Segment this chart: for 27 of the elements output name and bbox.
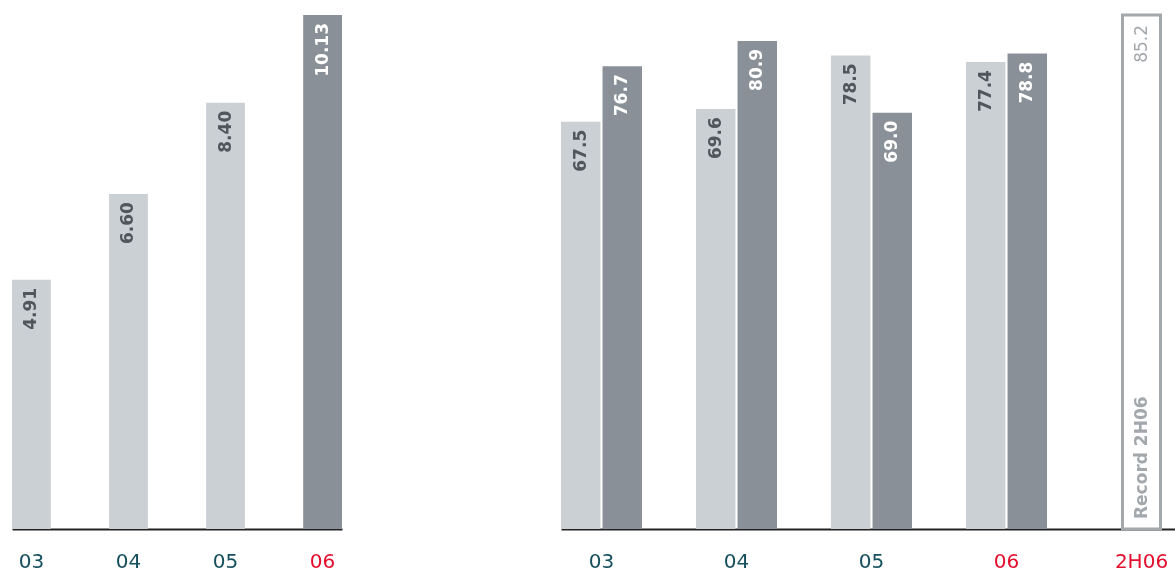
x-tick-label: 03 <box>588 548 615 573</box>
data-label: 6.60 <box>117 201 138 245</box>
bar <box>12 279 51 529</box>
annotation: Record 2H06 <box>1130 396 1151 519</box>
x-tick-label: 04 <box>723 548 750 573</box>
data-label: 69.6 <box>704 117 725 160</box>
data-label: 4.91 <box>20 287 41 330</box>
data-label: 10.13 <box>311 23 332 77</box>
data-label: 80.9 <box>746 48 767 91</box>
data-label: 69.0 <box>881 120 902 163</box>
bar <box>109 194 148 529</box>
x-tick-label: 06 <box>309 548 336 573</box>
data-label: 77.4 <box>974 69 995 113</box>
data-label: 78.8 <box>1016 61 1037 104</box>
bar <box>303 15 342 529</box>
x-tick-label: 05 <box>858 548 885 573</box>
x-tick-label: 2H06 <box>1114 548 1169 573</box>
data-label: 8.40 <box>214 110 235 153</box>
bar <box>206 102 245 529</box>
x-tick-label: 04 <box>115 548 142 573</box>
data-label: 78.5 <box>839 63 860 106</box>
x-tick-label: 06 <box>993 548 1020 573</box>
x-tick-label: 05 <box>212 548 239 573</box>
data-label: 67.5 <box>569 129 590 172</box>
data-label: 85.2 <box>1130 25 1151 63</box>
data-label: 76.7 <box>611 74 632 117</box>
x-tick-label: 03 <box>18 548 45 573</box>
